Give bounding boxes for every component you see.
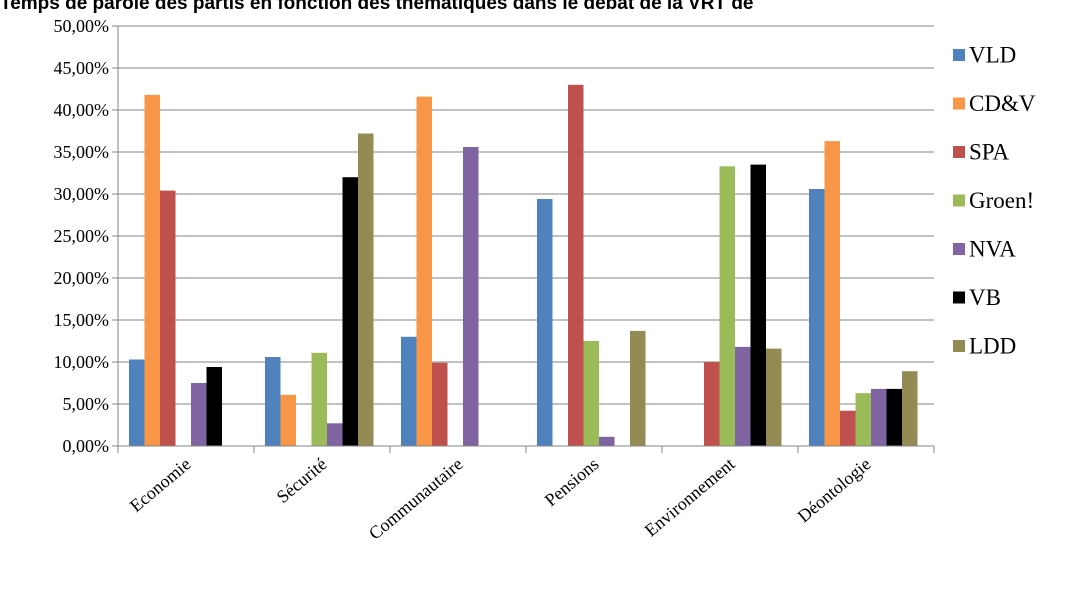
y-tick-labels: 0,00% 5,00% 10,00% 15,00% 20,00% 25,00% 30,00%… (54, 16, 110, 456)
y-tick-label: 15,00% (54, 310, 110, 330)
legend-label: NVA (969, 237, 1016, 262)
y-tick-label: 35,00% (54, 142, 110, 162)
bar-spa (432, 362, 448, 446)
bar-spa (568, 84, 584, 447)
y-tick-label: 40,00% (54, 100, 110, 120)
bar-nva (191, 383, 207, 446)
bar-vb (750, 164, 766, 446)
legend-swatch (953, 146, 965, 158)
chart-title: Temps de parole des partis en fonction d… (0, 0, 754, 14)
x-tick-label: Environnement (641, 454, 739, 541)
y-tick-label: 25,00% (54, 226, 110, 246)
x-tick-label: Economie (126, 454, 195, 516)
bar-nva (599, 436, 615, 446)
bars (129, 84, 918, 447)
x-tick-label: Pensions (541, 454, 603, 510)
y-tick-label: 30,00% (54, 184, 110, 204)
bar-vld (129, 359, 145, 446)
bar-vb (206, 367, 222, 446)
bar-cdv (416, 96, 432, 446)
x-tick-label: Communautaire (365, 454, 467, 544)
bar-groen (311, 352, 327, 446)
axes (112, 25, 935, 453)
bar-ldd (766, 348, 782, 446)
bar-vld (265, 357, 281, 446)
legend-swatch (953, 243, 965, 255)
bar-spa (704, 362, 720, 446)
legend: VLD CD&V SPA Groen! NVA VB LDD (953, 43, 1036, 359)
x-tick-labels: Economie Sécurité Communautaire Pensions Env… (126, 454, 875, 544)
x-tick-label: Déontologie (794, 454, 875, 527)
bar-nva (463, 147, 479, 446)
bar-ldd (630, 330, 646, 446)
legend-swatch (953, 194, 965, 207)
legend-label: LDD (969, 334, 1016, 359)
gridlines (118, 25, 934, 405)
bar-ldd (358, 133, 374, 446)
bar-cdv (144, 94, 160, 447)
legend-label: VB (969, 285, 1001, 310)
y-tick-label: 45,00% (54, 58, 110, 78)
y-tick-label: 10,00% (54, 352, 110, 372)
x-tick-label: Sécurité (273, 454, 331, 507)
y-tick-label: 50,00% (54, 16, 110, 36)
bar-vb (342, 177, 358, 446)
legend-label: SPA (969, 140, 1009, 165)
bar-spa (160, 190, 176, 446)
legend-swatch (953, 340, 965, 352)
bar-groen (855, 393, 871, 446)
bar-ldd (902, 371, 918, 446)
bar-cdv (280, 394, 296, 446)
legend-swatch (953, 49, 965, 61)
bar-nva (735, 346, 751, 446)
bar-cdv (824, 141, 840, 446)
bar-nva (327, 423, 343, 446)
legend-label: Groen! (969, 188, 1034, 213)
legend-label: CD&V (969, 91, 1036, 116)
legend-label: VLD (969, 43, 1016, 68)
bar-spa (840, 410, 856, 446)
bar-vld (809, 189, 825, 446)
y-tick-label: 0,00% (63, 436, 110, 456)
bar-groen (583, 341, 599, 446)
bar-groen (719, 166, 735, 447)
bar-vb (886, 388, 902, 446)
bar-vld (401, 336, 417, 446)
legend-swatch (953, 97, 965, 110)
bar-vld (537, 199, 553, 446)
legend-swatch (953, 291, 965, 304)
y-tick-label: 20,00% (54, 268, 110, 288)
bar-nva (871, 388, 887, 446)
y-tick-label: 5,00% (63, 394, 110, 414)
